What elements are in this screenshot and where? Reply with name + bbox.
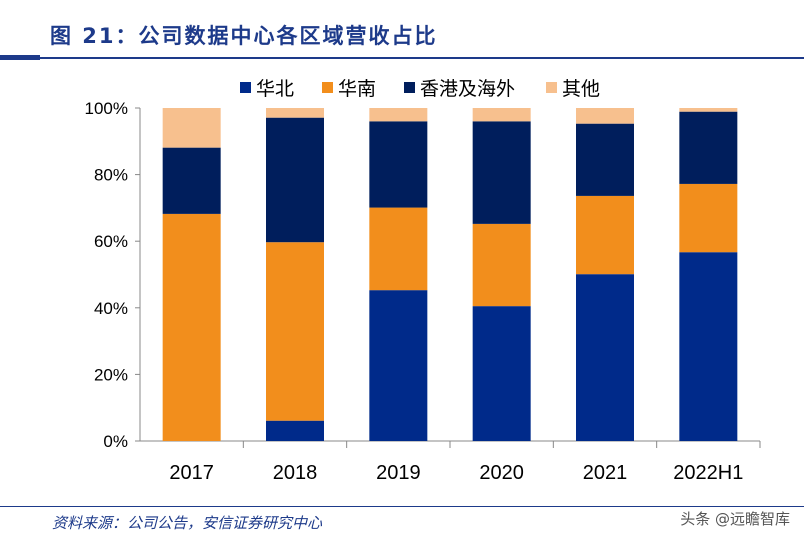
legend-label: 华南	[338, 78, 376, 100]
y-tick-label: 40%	[94, 299, 128, 318]
bar-segment-2021-香港及海外	[576, 123, 634, 196]
bar-segment-2019-其他	[369, 108, 428, 122]
bar-segment-2020-华南	[472, 223, 531, 307]
bar-segment-2020-香港及海外	[472, 121, 531, 224]
bar-segment-2021-华南	[576, 195, 634, 275]
footer-divider	[0, 506, 804, 507]
bar-segment-2022H1-香港及海外	[679, 111, 738, 184]
x-tick-label: 2022H1	[673, 462, 743, 484]
legend-swatch	[240, 82, 251, 93]
bar-segment-2022H1-其他	[679, 108, 738, 112]
bar-segment-2018-其他	[266, 108, 324, 118]
x-tick-label: 2018	[273, 462, 318, 484]
title-divider	[0, 57, 804, 59]
x-tick-label: 2020	[479, 462, 524, 484]
x-tick-label: 2017	[169, 462, 214, 484]
bar-segment-2021-华北	[576, 274, 634, 441]
bar-segment-2019-华北	[369, 290, 428, 441]
bar-segment-2020-其他	[472, 108, 531, 122]
legend-swatch	[404, 82, 415, 93]
y-tick-label: 20%	[94, 365, 128, 384]
bar-segment-2019-香港及海外	[369, 121, 428, 208]
bar-segment-2018-华南	[266, 242, 324, 421]
bar-segment-2022H1-华南	[679, 183, 738, 253]
y-tick-label: 100%	[85, 99, 128, 118]
watermark: 头条 @远瞻智库	[680, 510, 790, 528]
legend-label: 华北	[256, 78, 294, 100]
bar-segment-2022H1-华北	[679, 252, 738, 441]
legend-label: 其他	[562, 78, 600, 100]
x-tick-label: 2021	[583, 462, 628, 484]
source-note: 资料来源：公司公告，安信证券研究中心	[52, 514, 323, 532]
legend-swatch	[546, 82, 557, 93]
x-tick-label: 2019	[376, 462, 421, 484]
bar-segment-2020-华北	[472, 306, 531, 441]
legend-swatch	[322, 82, 333, 93]
y-tick-label: 0%	[103, 432, 128, 451]
y-tick-label: 60%	[94, 232, 128, 251]
bar-segment-2018-香港及海外	[266, 117, 324, 243]
y-tick-label: 80%	[94, 166, 128, 185]
bar-segment-2021-其他	[576, 108, 634, 124]
figure-title: 图 21：公司数据中心各区域营收占比	[50, 24, 438, 48]
bar-segment-2017-其他	[162, 108, 221, 148]
bar-segment-2017-华南	[162, 213, 221, 441]
bar-segment-2017-香港及海外	[162, 147, 221, 214]
legend-label: 香港及海外	[420, 78, 515, 100]
bar-segment-2018-华北	[266, 420, 324, 441]
bar-segment-2019-华南	[369, 207, 428, 291]
